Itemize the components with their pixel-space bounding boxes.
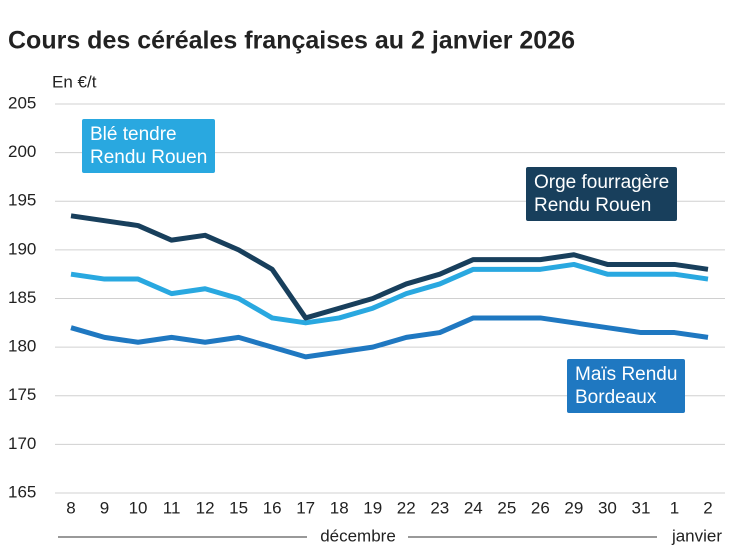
- y-tick-label: 190: [8, 239, 36, 258]
- x-tick-label: 9: [100, 498, 109, 517]
- y-axis-label: En €/t: [52, 72, 97, 91]
- x-tick-label: 1: [670, 498, 679, 517]
- y-tick-label: 170: [8, 434, 36, 453]
- series-line: [70, 261, 709, 326]
- x-tick-label: 31: [631, 498, 650, 517]
- y-tick-label: 185: [8, 288, 36, 307]
- y-tick-label: 200: [8, 142, 36, 161]
- chart-title: Cours des céréales françaises au 2 janvi…: [8, 27, 575, 55]
- series-label: Blé tendre Rendu Rouen: [82, 119, 216, 173]
- x-tick-label: 15: [229, 498, 248, 517]
- month-label: janvier: [671, 526, 722, 545]
- y-tick-label: 175: [8, 385, 36, 404]
- y-tick-label: 180: [8, 337, 36, 356]
- x-tick-label: 8: [66, 498, 75, 517]
- x-tick-label: 23: [430, 498, 449, 517]
- x-tick-label: 17: [296, 498, 315, 517]
- x-tick-label: 19: [363, 498, 382, 517]
- x-tick-label: 18: [330, 498, 349, 517]
- x-tick-label: 10: [129, 498, 148, 517]
- x-tick-label: 24: [464, 498, 483, 517]
- x-tick-label: 29: [564, 498, 583, 517]
- x-tick-label: 16: [263, 498, 282, 517]
- month-label: décembre: [320, 526, 396, 545]
- x-tick-label: 11: [163, 498, 181, 517]
- y-tick-label: 195: [8, 191, 36, 210]
- y-tick-label: 205: [8, 93, 36, 112]
- series-line: [70, 315, 709, 360]
- series-label: Orge fourragère Rendu Rouen: [526, 167, 678, 221]
- x-tick-label: 12: [196, 498, 215, 517]
- series-line: [70, 213, 709, 321]
- x-tick-label: 2: [703, 498, 712, 517]
- x-tick-label: 22: [397, 498, 416, 517]
- x-tick-label: 25: [497, 498, 516, 517]
- x-tick-label: 26: [531, 498, 550, 517]
- series-label: Maïs Rendu Bordeaux: [567, 359, 686, 413]
- x-tick-label: 30: [598, 498, 617, 517]
- y-tick-label: 165: [8, 482, 36, 501]
